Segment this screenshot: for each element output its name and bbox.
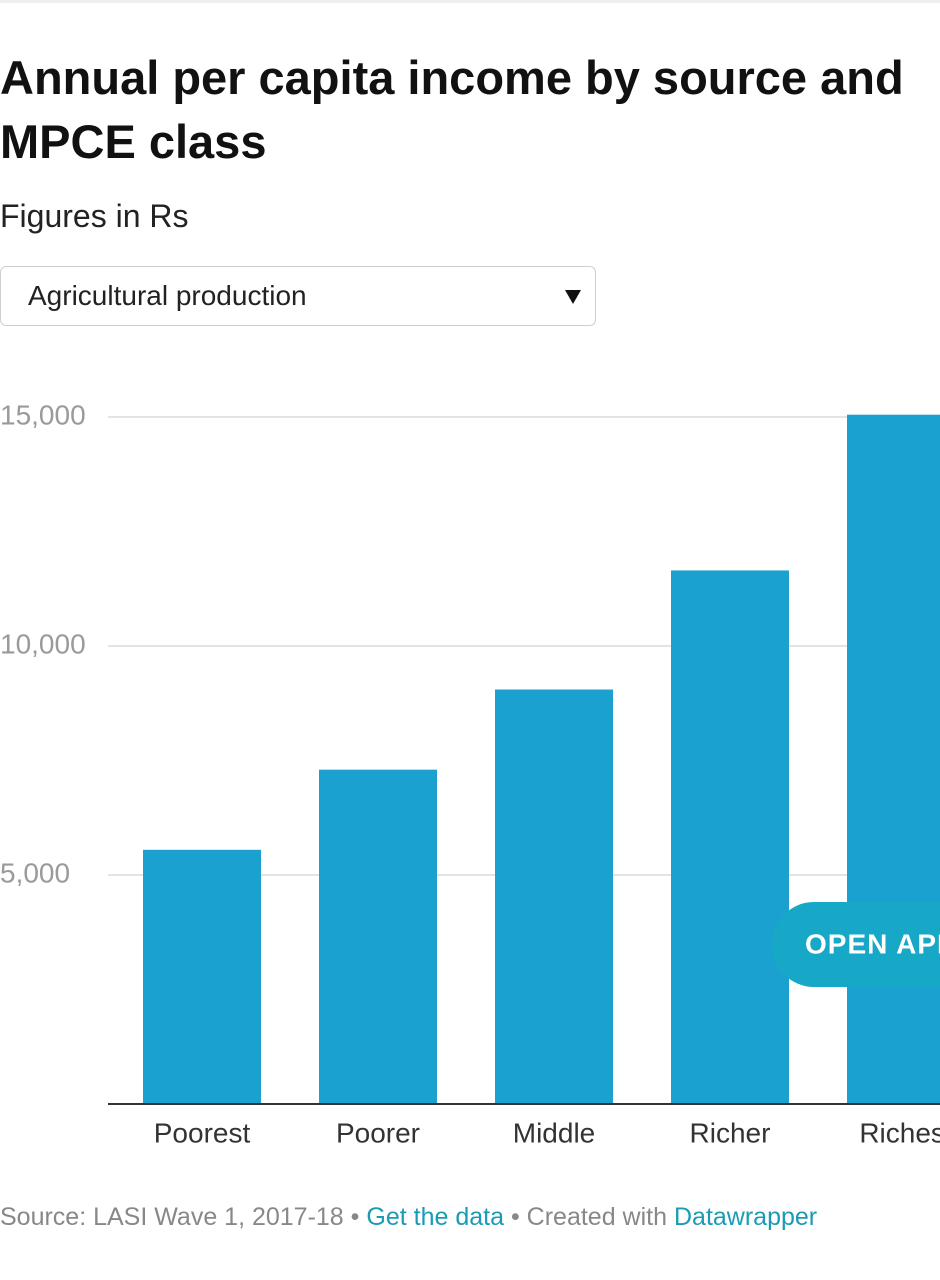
bar	[847, 414, 940, 1105]
x-tick-label: Richest	[859, 1117, 940, 1148]
credit-link[interactable]: Datawrapper	[673, 1203, 818, 1231]
chart-subtitle: Figures in Rs	[0, 198, 189, 234]
y-tick-label: 15,000	[0, 399, 86, 430]
bar	[495, 689, 613, 1104]
open-app-button[interactable]: OPEN APP	[772, 902, 940, 987]
y-tick-label: 5,000	[0, 857, 70, 888]
y-tick-label: 10,000	[0, 628, 86, 659]
x-tick-label: Poorest	[154, 1117, 251, 1148]
dropdown-selected: Agricultural production	[28, 280, 307, 311]
credit: Created with	[526, 1203, 668, 1231]
dropdown[interactable]: Agricultural production	[0, 266, 596, 326]
x-tick-label: Richer	[690, 1117, 771, 1148]
x-tick-label: Middle	[513, 1117, 595, 1148]
bar	[143, 849, 261, 1104]
get-data-link[interactable]: Get the data	[366, 1203, 504, 1231]
button-background	[772, 902, 940, 987]
button-label: OPEN APP	[805, 928, 940, 959]
bar	[671, 570, 789, 1104]
source: Source: LASI Wave 1, 2017-18	[0, 1203, 344, 1231]
chart-title: Annual per capita income by source and M…	[0, 51, 904, 168]
x-tick-label: Poorer	[336, 1117, 420, 1148]
bar	[319, 769, 437, 1104]
dropdown-arrow	[565, 290, 581, 304]
top-border	[0, 0, 940, 3]
separator: •	[350, 1203, 360, 1231]
separator: •	[510, 1203, 520, 1231]
footer: Source: LASI Wave 1, 2017-18 • Get the d…	[0, 1203, 817, 1232]
